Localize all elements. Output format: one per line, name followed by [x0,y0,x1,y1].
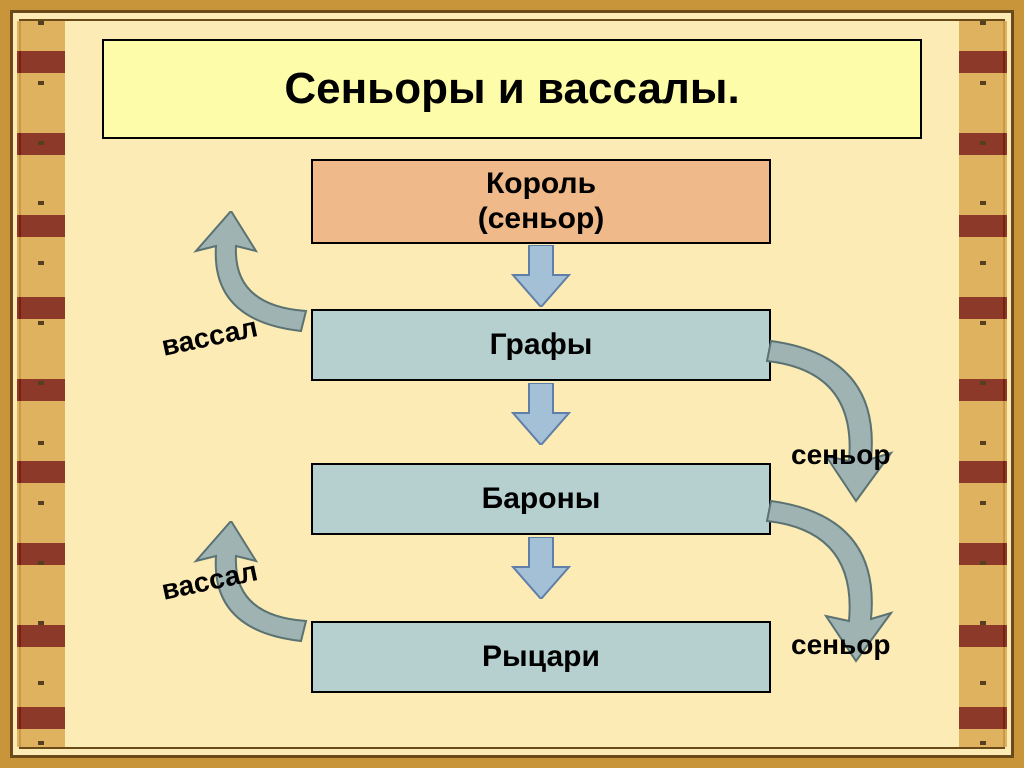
node-barons: Бароны [311,463,771,535]
title-text: Сеньоры и вассалы. [284,64,739,114]
slide-frame: Сеньоры и вассалы. Король (сеньор) Графы… [0,0,1024,768]
arrow-barons-to-knights [511,537,571,599]
node-counts-label: Графы [490,328,593,363]
title-box: Сеньоры и вассалы. [102,39,922,139]
node-barons-label: Бароны [482,482,601,517]
node-king-label: Король (сеньор) [478,167,605,236]
gold-border: Сеньоры и вассалы. Король (сеньор) Графы… [10,10,1014,758]
curve-arrow-senior-1 [761,331,911,511]
inner-border: Сеньоры и вассалы. Король (сеньор) Графы… [19,19,1005,749]
node-knights: Рыцари [311,621,771,693]
decorative-strip-right [959,21,1007,747]
label-senior-2: сеньор [791,629,890,661]
arrow-counts-to-barons [511,383,571,445]
decorative-strip-left [17,21,65,747]
node-counts: Графы [311,309,771,381]
node-king: Король (сеньор) [311,159,771,244]
node-knights-label: Рыцари [482,640,600,675]
arrow-king-to-counts [511,245,571,307]
label-senior-1: сеньор [791,439,890,471]
